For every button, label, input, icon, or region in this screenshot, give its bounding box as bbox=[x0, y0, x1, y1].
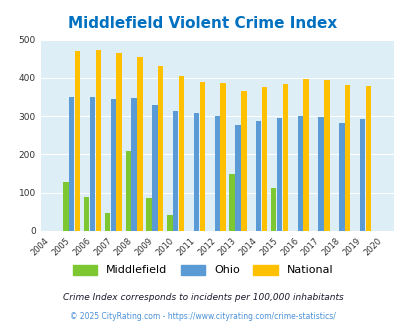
Bar bbox=[297, 116, 302, 231]
Bar bbox=[338, 123, 344, 231]
Bar bbox=[324, 80, 329, 231]
Legend: Middlefield, Ohio, National: Middlefield, Ohio, National bbox=[69, 261, 336, 279]
Bar bbox=[235, 125, 240, 231]
Bar bbox=[104, 213, 110, 231]
Bar bbox=[116, 52, 121, 231]
Bar bbox=[318, 117, 323, 231]
Bar bbox=[229, 174, 234, 231]
Bar bbox=[256, 121, 261, 231]
Bar bbox=[96, 50, 101, 231]
Bar bbox=[158, 66, 163, 231]
Bar bbox=[152, 105, 157, 231]
Bar bbox=[173, 111, 178, 231]
Bar bbox=[303, 79, 308, 231]
Bar bbox=[220, 83, 225, 231]
Text: Crime Index corresponds to incidents per 100,000 inhabitants: Crime Index corresponds to incidents per… bbox=[62, 292, 343, 302]
Bar bbox=[241, 90, 246, 231]
Bar bbox=[63, 182, 68, 231]
Bar bbox=[199, 82, 205, 231]
Bar bbox=[359, 119, 364, 231]
Bar bbox=[365, 86, 370, 231]
Text: Middlefield Violent Crime Index: Middlefield Violent Crime Index bbox=[68, 16, 337, 31]
Bar bbox=[193, 113, 198, 231]
Bar bbox=[214, 116, 220, 231]
Bar bbox=[261, 87, 266, 231]
Bar bbox=[90, 97, 95, 231]
Bar bbox=[69, 97, 74, 231]
Bar bbox=[146, 198, 151, 231]
Bar bbox=[178, 76, 184, 231]
Bar bbox=[110, 99, 116, 231]
Bar bbox=[125, 150, 131, 231]
Bar bbox=[271, 188, 276, 231]
Bar bbox=[84, 197, 89, 231]
Bar bbox=[137, 57, 142, 231]
Bar bbox=[276, 118, 281, 231]
Bar bbox=[282, 84, 288, 231]
Bar bbox=[167, 214, 172, 231]
Bar bbox=[131, 98, 136, 231]
Bar bbox=[75, 51, 80, 231]
Text: © 2025 CityRating.com - https://www.cityrating.com/crime-statistics/: © 2025 CityRating.com - https://www.city… bbox=[70, 312, 335, 321]
Bar bbox=[344, 85, 350, 231]
